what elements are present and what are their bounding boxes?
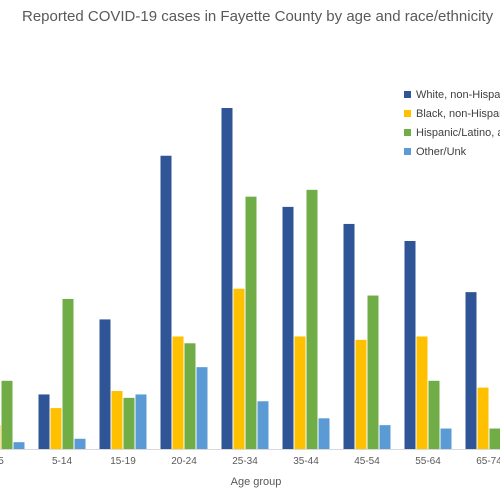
- bar-5-14-1: [38, 394, 50, 449]
- x-tick-label: 5: [0, 456, 4, 467]
- bar-15-19-1: [99, 319, 111, 449]
- legend-label: Other/Unk: [416, 146, 467, 158]
- legend-label: Hispanic/Latino, a: [416, 127, 500, 139]
- bar-<5-2: [0, 425, 1, 449]
- x-tick-label: 45-54: [354, 456, 380, 467]
- legend-swatch: [404, 110, 411, 117]
- bar-35-44-4: [318, 418, 330, 449]
- x-tick-label: 25-34: [232, 456, 258, 467]
- bar-25-34-3: [245, 196, 257, 449]
- bar-25-34-1: [221, 108, 233, 449]
- bar-20-24-4: [196, 367, 208, 449]
- bar-65-74-3: [489, 428, 500, 449]
- bar-45-54-1: [343, 223, 355, 449]
- bar-45-54-4: [379, 425, 391, 449]
- x-tick-label: 5-14: [52, 456, 72, 467]
- bar-<5-3: [1, 380, 13, 449]
- bar-55-64-3: [428, 380, 440, 449]
- bar-25-34-2: [233, 288, 245, 449]
- bar-<5-4: [13, 442, 25, 449]
- legend-label: White, non-Hispa: [416, 89, 500, 101]
- bar-45-54-2: [355, 339, 367, 449]
- bar-65-74-2: [477, 387, 489, 449]
- x-tick-label: 65-74: [476, 456, 500, 467]
- bar-5-14-2: [50, 408, 62, 449]
- bar-15-19-4: [135, 394, 147, 449]
- bar-45-54-3: [367, 295, 379, 449]
- bar-20-24-1: [160, 155, 172, 450]
- legend-swatch: [404, 91, 411, 98]
- bar-55-64-2: [416, 336, 428, 449]
- legend-label: Black, non-Hispan: [416, 108, 500, 120]
- bar-20-24-2: [172, 336, 184, 449]
- bar-25-34-4: [257, 401, 269, 449]
- bar-35-44-3: [306, 189, 318, 449]
- bar-5-14-4: [74, 438, 86, 449]
- chart-title: Reported COVID-19 cases in Fayette Count…: [22, 8, 494, 25]
- x-tick-label: 20-24: [171, 456, 197, 467]
- bar-5-14-3: [62, 298, 74, 449]
- legend-swatch: [404, 129, 411, 136]
- bar-55-64-4: [440, 428, 452, 449]
- bar-55-64-1: [404, 240, 416, 449]
- bar-35-44-2: [294, 336, 306, 449]
- bar-65-74-1: [465, 292, 477, 449]
- bar-15-19-2: [111, 391, 123, 449]
- bar-35-44-1: [282, 206, 294, 449]
- bar-15-19-3: [123, 397, 135, 449]
- x-axis-title: Age group: [231, 476, 282, 488]
- x-tick-label: 35-44: [293, 456, 319, 467]
- x-tick-label: 55-64: [415, 456, 441, 467]
- legend-swatch: [404, 148, 411, 155]
- bar-20-24-3: [184, 343, 196, 449]
- x-tick-label: 15-19: [110, 456, 136, 467]
